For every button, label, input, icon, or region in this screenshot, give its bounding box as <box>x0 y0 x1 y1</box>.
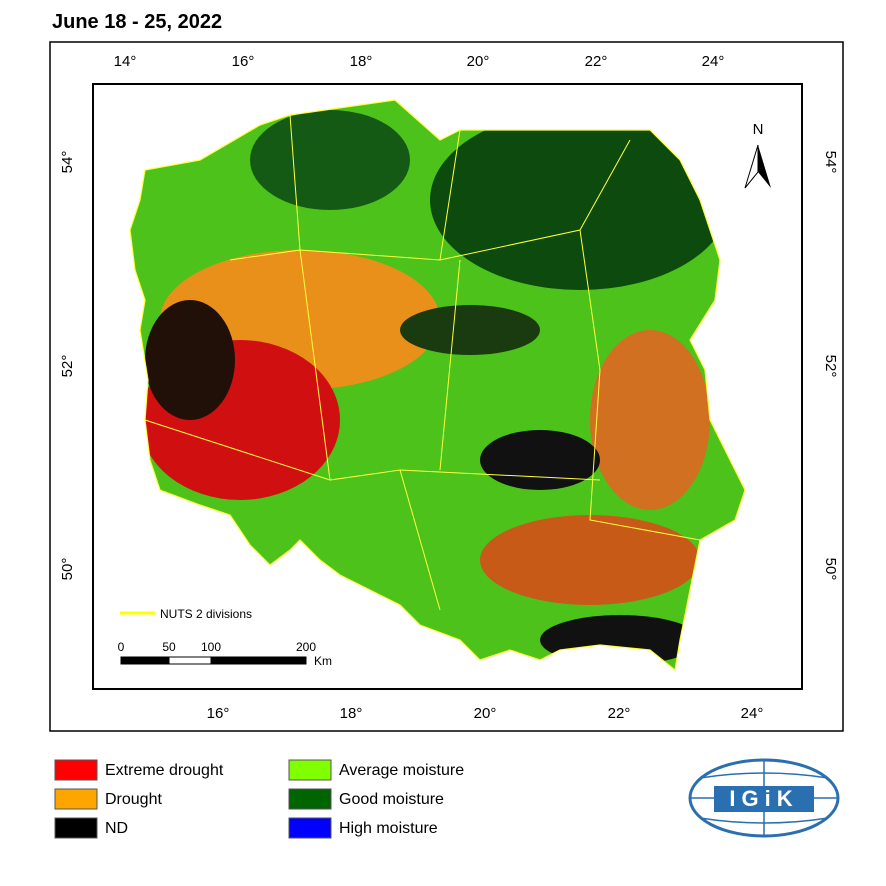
top-tick-label: 16° <box>232 53 255 70</box>
scale-label: 0 <box>118 640 125 654</box>
top-tick-label: 24° <box>702 53 725 70</box>
title: June 18 - 25, 2022 <box>52 11 222 33</box>
legend-label: High moisture <box>339 820 438 837</box>
left-tick-label: 54° <box>59 151 76 174</box>
left-tick-label: 50° <box>59 558 76 581</box>
bottom-tick-label: 20° <box>474 705 497 722</box>
scale-label: 50 <box>162 640 176 654</box>
logo-band <box>714 786 814 812</box>
legend-swatch <box>288 788 332 810</box>
scale-unit: Km <box>314 654 332 668</box>
bottom-tick-label: 22° <box>608 705 631 722</box>
top-tick-label: 20° <box>467 53 490 70</box>
left-tick-label: 52° <box>59 355 76 378</box>
moisture-map <box>130 100 745 670</box>
map-inner-frame <box>92 83 803 690</box>
nuts-divisions <box>144 114 701 611</box>
scale-bar <box>120 656 307 665</box>
top-tick-label: 18° <box>350 53 373 70</box>
legend-label: ND <box>105 820 128 837</box>
nuts-legend-label: NUTS 2 divisions <box>160 607 252 621</box>
top-tick-label: 14° <box>114 53 137 70</box>
right-tick-label: 50° <box>822 558 839 581</box>
legend-label: Average moisture <box>339 762 464 779</box>
legend-swatch <box>54 817 98 839</box>
legend-swatch <box>288 817 332 839</box>
map-frame <box>49 41 844 732</box>
bottom-tick-label: 24° <box>741 705 764 722</box>
legend-swatch <box>54 788 98 810</box>
right-tick-label: 54° <box>822 151 839 174</box>
scale-label: 100 <box>201 640 221 654</box>
logo-text: IGiK <box>729 786 798 811</box>
north-label: N <box>753 121 764 138</box>
right-tick-label: 52° <box>822 355 839 378</box>
top-tick-label: 22° <box>585 53 608 70</box>
north-arrow: N <box>744 121 771 189</box>
legend-label: Drought <box>105 791 162 808</box>
legend-swatch <box>288 759 332 781</box>
bottom-tick-label: 18° <box>340 705 363 722</box>
legend-swatch <box>54 759 98 781</box>
legend-label: Good moisture <box>339 791 444 808</box>
bottom-tick-label: 16° <box>207 705 230 722</box>
legend-label: Extreme drought <box>105 762 224 779</box>
scale-label: 200 <box>296 640 316 654</box>
